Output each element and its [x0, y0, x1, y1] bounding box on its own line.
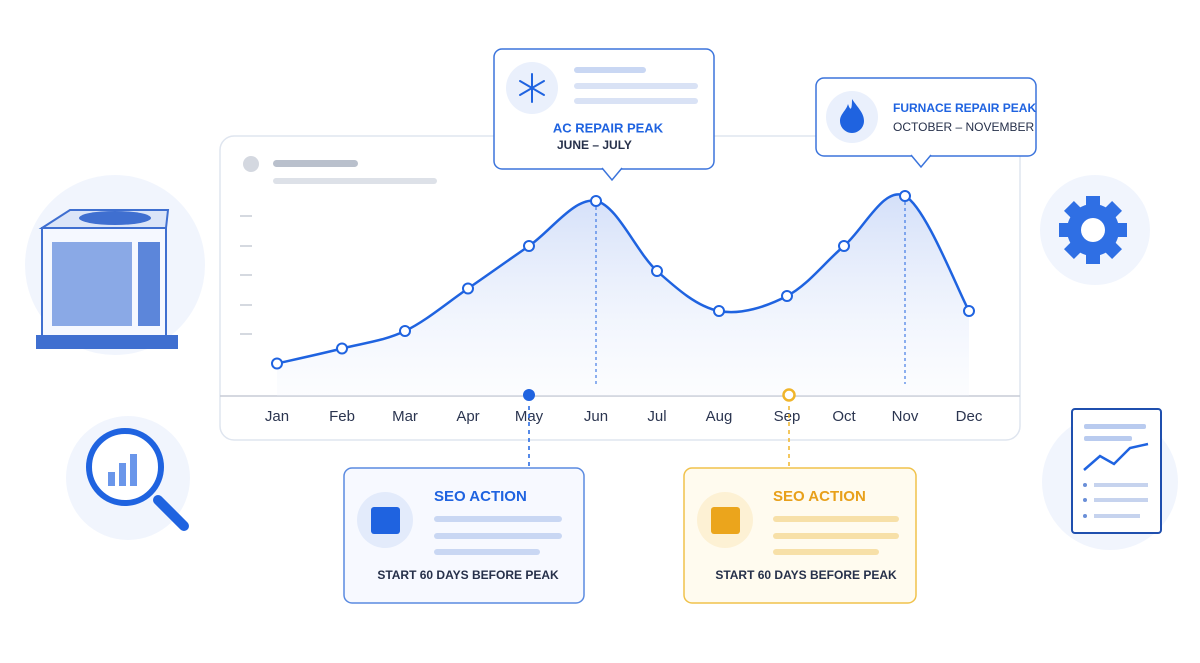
- report-icon: [1071, 408, 1162, 534]
- point: [399, 325, 411, 337]
- point: [462, 282, 474, 295]
- point: [271, 357, 283, 370]
- marker: [523, 389, 535, 401]
- placeholder: [434, 516, 562, 522]
- point: [336, 342, 348, 355]
- calendar-icon: [371, 507, 400, 534]
- snowflake-icon: [519, 73, 545, 103]
- point: [590, 195, 602, 207]
- action-text: START 60 DAYS BEFORE PEAK: [377, 568, 559, 582]
- placeholder: [574, 98, 698, 104]
- placeholder: [434, 533, 562, 539]
- point: [963, 305, 975, 317]
- flame-icon: [840, 99, 864, 133]
- magnifier-icon: [86, 428, 189, 531]
- placeholder: [773, 549, 879, 555]
- placeholder: [243, 156, 259, 172]
- callout-title: AC REPAIR PEAK: [553, 120, 664, 135]
- placeholder: [273, 178, 437, 184]
- placeholder: [574, 83, 698, 89]
- point: [838, 240, 850, 252]
- callout-subtitle: JUNE – JULY: [557, 138, 632, 152]
- placeholder: [273, 160, 358, 167]
- x-tick-label: Mar: [392, 408, 418, 425]
- action-title: SEO ACTION: [773, 488, 866, 505]
- x-tick-label: Jun: [584, 408, 608, 425]
- callout-pointer: [910, 154, 932, 169]
- placeholder: [773, 516, 899, 522]
- callout-pointer: [601, 167, 623, 182]
- placeholder: [434, 549, 540, 555]
- x-tick-label: Jan: [265, 408, 289, 425]
- point: [781, 290, 793, 302]
- ac-unit-icon: [36, 209, 178, 349]
- placeholder: [773, 533, 899, 539]
- x-tick-label: Oct: [832, 408, 856, 425]
- action-title: SEO ACTION: [434, 488, 527, 505]
- point: [713, 305, 725, 317]
- x-tick-label: Jul: [647, 408, 666, 425]
- x-tick-label: Aug: [706, 408, 733, 425]
- x-tick-label: Sep: [774, 408, 801, 425]
- area: [277, 194, 969, 396]
- callout-title: FURNACE REPAIR PEAK: [893, 101, 1036, 115]
- point: [523, 240, 535, 252]
- x-tick-label: Apr: [456, 408, 479, 425]
- point: [899, 190, 911, 202]
- plot: Jan Feb Mar Apr May Jun Jul Aug Sep Oct Nov Dec: [265, 190, 983, 425]
- point: [651, 265, 663, 277]
- calendar-icon: [711, 507, 740, 534]
- action-text: START 60 DAYS BEFORE PEAK: [715, 568, 897, 582]
- callout-subtitle: OCTOBER – NOVEMBER: [893, 120, 1034, 134]
- marker: [782, 388, 796, 402]
- placeholder: [574, 67, 646, 73]
- x-tick-label: Nov: [892, 408, 919, 425]
- x-tick-label: Dec: [956, 408, 983, 425]
- gear-icon: [1059, 196, 1127, 264]
- x-tick-label: Feb: [329, 408, 355, 425]
- axis-dashes: [240, 215, 252, 335]
